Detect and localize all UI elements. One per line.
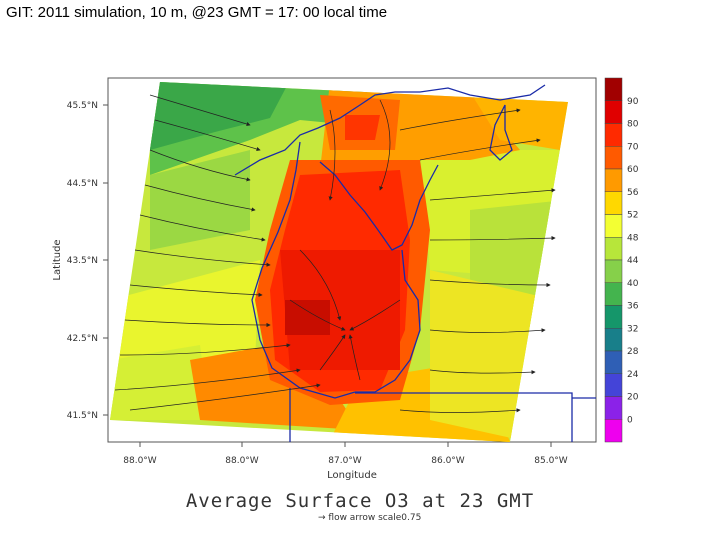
colorbar-label: 24 xyxy=(627,370,639,380)
colorbar-swatch xyxy=(604,191,623,215)
plot-title: Average Surface O3 at 23 GMT xyxy=(185,490,535,512)
colorbar: 90 80 70 60 56 52 48 44 40 36 32 28 24 20 0 xyxy=(604,77,639,443)
colorbar-swatch xyxy=(604,214,623,238)
colorbar-label: 0 xyxy=(627,415,633,425)
colorbar-label: 70 xyxy=(627,142,639,152)
x-tick-label: 88.0°W xyxy=(123,456,157,466)
colorbar-label: 52 xyxy=(627,211,638,221)
y-tick-label: 41.5°N xyxy=(67,411,98,421)
colorbar-label: 32 xyxy=(627,324,638,334)
plot-subtitle: → flow arrow scale0.75 xyxy=(318,513,422,523)
colorbar-label: 44 xyxy=(627,256,639,266)
x-axis: 88.0°W 88.0°W 87.0°W 86.0°W 85.0°W Longi… xyxy=(123,442,568,481)
colorbar-swatch xyxy=(604,77,623,101)
colorbar-swatch xyxy=(604,373,623,397)
colorbar-swatch xyxy=(604,282,623,306)
y-tick-label: 45.5°N xyxy=(67,101,98,111)
colorbar-label: 60 xyxy=(627,165,639,175)
colorbar-swatch xyxy=(604,305,623,329)
colorbar-label: 90 xyxy=(627,97,639,107)
colorbar-swatch xyxy=(604,146,623,170)
coastlines xyxy=(234,84,596,442)
colorbar-label: 56 xyxy=(627,188,639,198)
x-tick-label: 87.0°W xyxy=(328,456,362,466)
colorbar-swatch xyxy=(604,259,623,283)
colorbar-label: 20 xyxy=(627,393,639,403)
x-axis-label: Longitude xyxy=(327,470,377,481)
colorbar-label: 48 xyxy=(627,233,639,243)
slide-title: GIT: 2011 simulation, 10 m, @23 GMT = 17… xyxy=(6,4,388,21)
y-tick-label: 42.5°N xyxy=(67,334,98,344)
colorbar-swatch xyxy=(604,237,623,261)
x-tick-label: 88.0°W xyxy=(225,456,259,466)
y-axis-label: Latitude xyxy=(52,239,63,280)
colorbar-swatch xyxy=(604,328,623,352)
x-tick-label: 86.0°W xyxy=(431,456,465,466)
colorbar-swatch xyxy=(604,168,623,192)
colorbar-label: 80 xyxy=(627,120,639,130)
colorbar-swatch xyxy=(604,123,623,147)
colorbar-swatch xyxy=(604,350,623,374)
flow-streamlines xyxy=(114,94,556,413)
y-axis: 45.5°N 44.5°N 43.5°N 42.5°N 41.5°N Latit… xyxy=(52,101,108,421)
colorbar-swatch xyxy=(604,419,623,443)
colorbar-label: 36 xyxy=(627,302,639,312)
colorbar-label: 28 xyxy=(627,347,639,357)
colorbar-swatch xyxy=(604,100,623,124)
colorbar-label: 40 xyxy=(627,279,639,289)
y-tick-label: 43.5°N xyxy=(67,256,98,266)
x-tick-label: 85.0°W xyxy=(534,456,568,466)
colorbar-swatch xyxy=(604,396,623,420)
y-tick-label: 44.5°N xyxy=(67,179,98,189)
